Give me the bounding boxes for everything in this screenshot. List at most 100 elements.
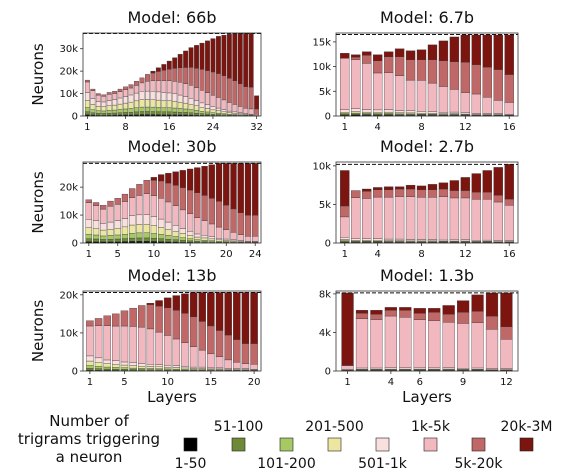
bar-segment [416,185,427,190]
bar-segment [427,59,438,84]
bar-segment [416,111,427,114]
legend-item-5k-20k: 5k-20k [455,437,503,472]
bar-segment [189,368,198,370]
bar-layer-12 [500,292,513,372]
bar-segment [177,82,183,96]
bar-segment [232,111,238,114]
bar-segment [100,205,107,210]
y-tick-label: 0 [72,367,78,378]
bar-layer-7 [428,308,441,372]
bar-segment [165,221,172,230]
bar-segment [129,197,136,216]
bar-segment [438,239,449,242]
bar-segment [106,92,112,95]
bar-segment [194,236,201,240]
bar-segment [145,111,150,115]
bar-segment [188,67,194,86]
bar-segment [194,100,199,106]
bar-segment [114,204,121,221]
bar-segment [340,205,350,218]
bar-segment [150,233,158,239]
bar-segment [394,110,405,113]
bar-segment [94,357,103,363]
bar-segment [394,48,405,57]
bar-segment [208,236,215,240]
bar-segment [146,304,155,330]
bar-segment [428,312,441,321]
bar-segment [166,111,172,115]
bar-segment [207,325,215,355]
bar-segment [155,67,161,72]
bar-segment [198,321,206,351]
legend-label: 101-200 [257,456,316,472]
bar-segment [129,307,137,327]
bar-segment [106,100,112,106]
y-tick-label: 10k [312,161,331,172]
bar-segment [427,44,438,60]
bar-layer-15 [186,168,194,244]
bar-segment [215,201,223,228]
bar-segment [107,228,114,236]
bar-segment [121,193,129,202]
bar-segment [183,50,189,68]
x-tick-label: 24 [207,122,220,133]
bar-segment [114,220,121,229]
bar-segment [155,368,163,371]
bar-segment [237,106,243,113]
bar-segment [205,92,210,105]
bar-layer-4 [372,187,383,244]
bar-layer-16 [504,164,514,244]
bar-segment [94,318,103,326]
bar-segment [233,339,241,363]
bar-segment [117,88,123,92]
bar-segment [223,204,230,230]
bar-segment [250,343,258,365]
bar-segment [112,104,118,111]
bar-segment [114,238,121,242]
bar-segment [85,238,92,242]
bar-segment [457,368,470,370]
bar-segment [405,188,416,197]
bar-segment [186,213,194,232]
bar-segment [226,110,232,113]
bar-segment [158,227,165,235]
bar-segment [340,237,350,240]
bar-segment [101,96,107,103]
bar-segment [90,109,96,114]
bar-segment [165,201,172,223]
bar-segment [163,307,172,336]
bar-segment [183,112,189,116]
bar-segment [179,209,186,229]
bar-segment [183,83,189,97]
bar-segment [449,36,460,62]
bar-segment [340,112,350,114]
bar-segment [107,200,114,207]
bar-segment [85,202,92,220]
legend-item-501-1k: 501-1k [358,437,408,472]
x-tick-label: 8 [418,122,424,133]
bar-segment [449,89,460,113]
bar-segment [86,325,94,357]
bar-layer-21 [194,45,199,117]
bar-segment [143,179,150,194]
bar-segment [442,321,455,368]
bar-segment [340,53,350,59]
bar-segment [177,112,183,115]
bar-segment [95,106,101,111]
bar-segment [92,202,100,206]
bar-segment [372,60,383,74]
bar-segment [121,201,129,219]
bar-segment [92,228,100,236]
bar-layer-10 [150,177,158,244]
x-tick-label: 15 [205,377,218,388]
bar-layer-17 [201,166,208,244]
bar-segment [172,111,178,115]
bar-segment [123,108,129,113]
y-tick-label: 10k [59,89,78,100]
bar-layer-24 [252,163,259,244]
chart-title: Model: 30b [127,137,216,156]
bar-segment [172,107,178,113]
bar-segment [194,68,199,88]
